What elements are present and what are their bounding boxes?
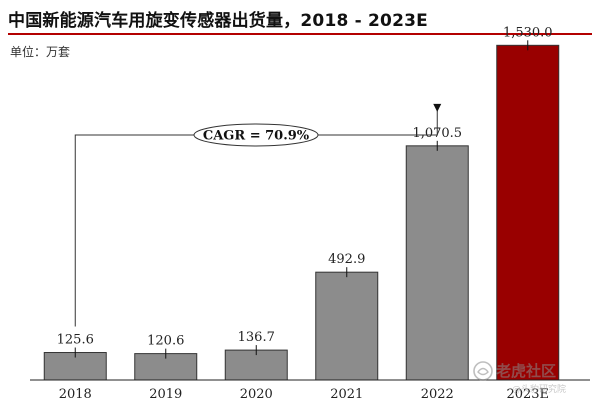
cagr-arrowhead — [433, 103, 442, 112]
value-label-2020: 136.7 — [238, 330, 275, 345]
bar-2021 — [315, 271, 379, 381]
value-label-2019: 120.6 — [147, 334, 184, 349]
x-tick-2019: 2019 — [149, 387, 182, 402]
cagr-bubble — [193, 123, 319, 147]
x-tick-2020: 2020 — [240, 387, 273, 402]
x-tick-2018: 2018 — [59, 387, 92, 402]
cagr-label: CAGR = 70.9% — [203, 129, 310, 144]
x-tick-2021: 2021 — [330, 387, 363, 402]
watermark-source: @头豹研究院 — [512, 385, 567, 395]
x-tick-labels: 2018 2019 2020 2021 2022 2023E — [59, 387, 549, 402]
tiger-logo-icon — [473, 361, 493, 381]
chart-title: 中国新能源汽车用旋变传感器出货量，2018 - 2023E — [8, 11, 428, 31]
x-tick-2022: 2022 — [421, 387, 454, 402]
bar-2022 — [405, 145, 469, 381]
title-divider — [8, 33, 592, 35]
value-label-2021: 492.9 — [328, 252, 365, 267]
unit-label: 单位：万套 — [10, 45, 71, 59]
watermark-brand: 老虎社区 — [496, 362, 557, 380]
x-tick-2023E: 2023E — [506, 387, 549, 402]
bar-2023E — [496, 44, 560, 381]
value-label-2018: 125.6 — [57, 333, 94, 348]
watermark: 老虎社区 @头豹研究院 — [470, 360, 596, 400]
value-label-2023E: 1,530.0 — [503, 25, 553, 40]
cagr-annotation: CAGR = 70.9% — [74, 103, 442, 327]
